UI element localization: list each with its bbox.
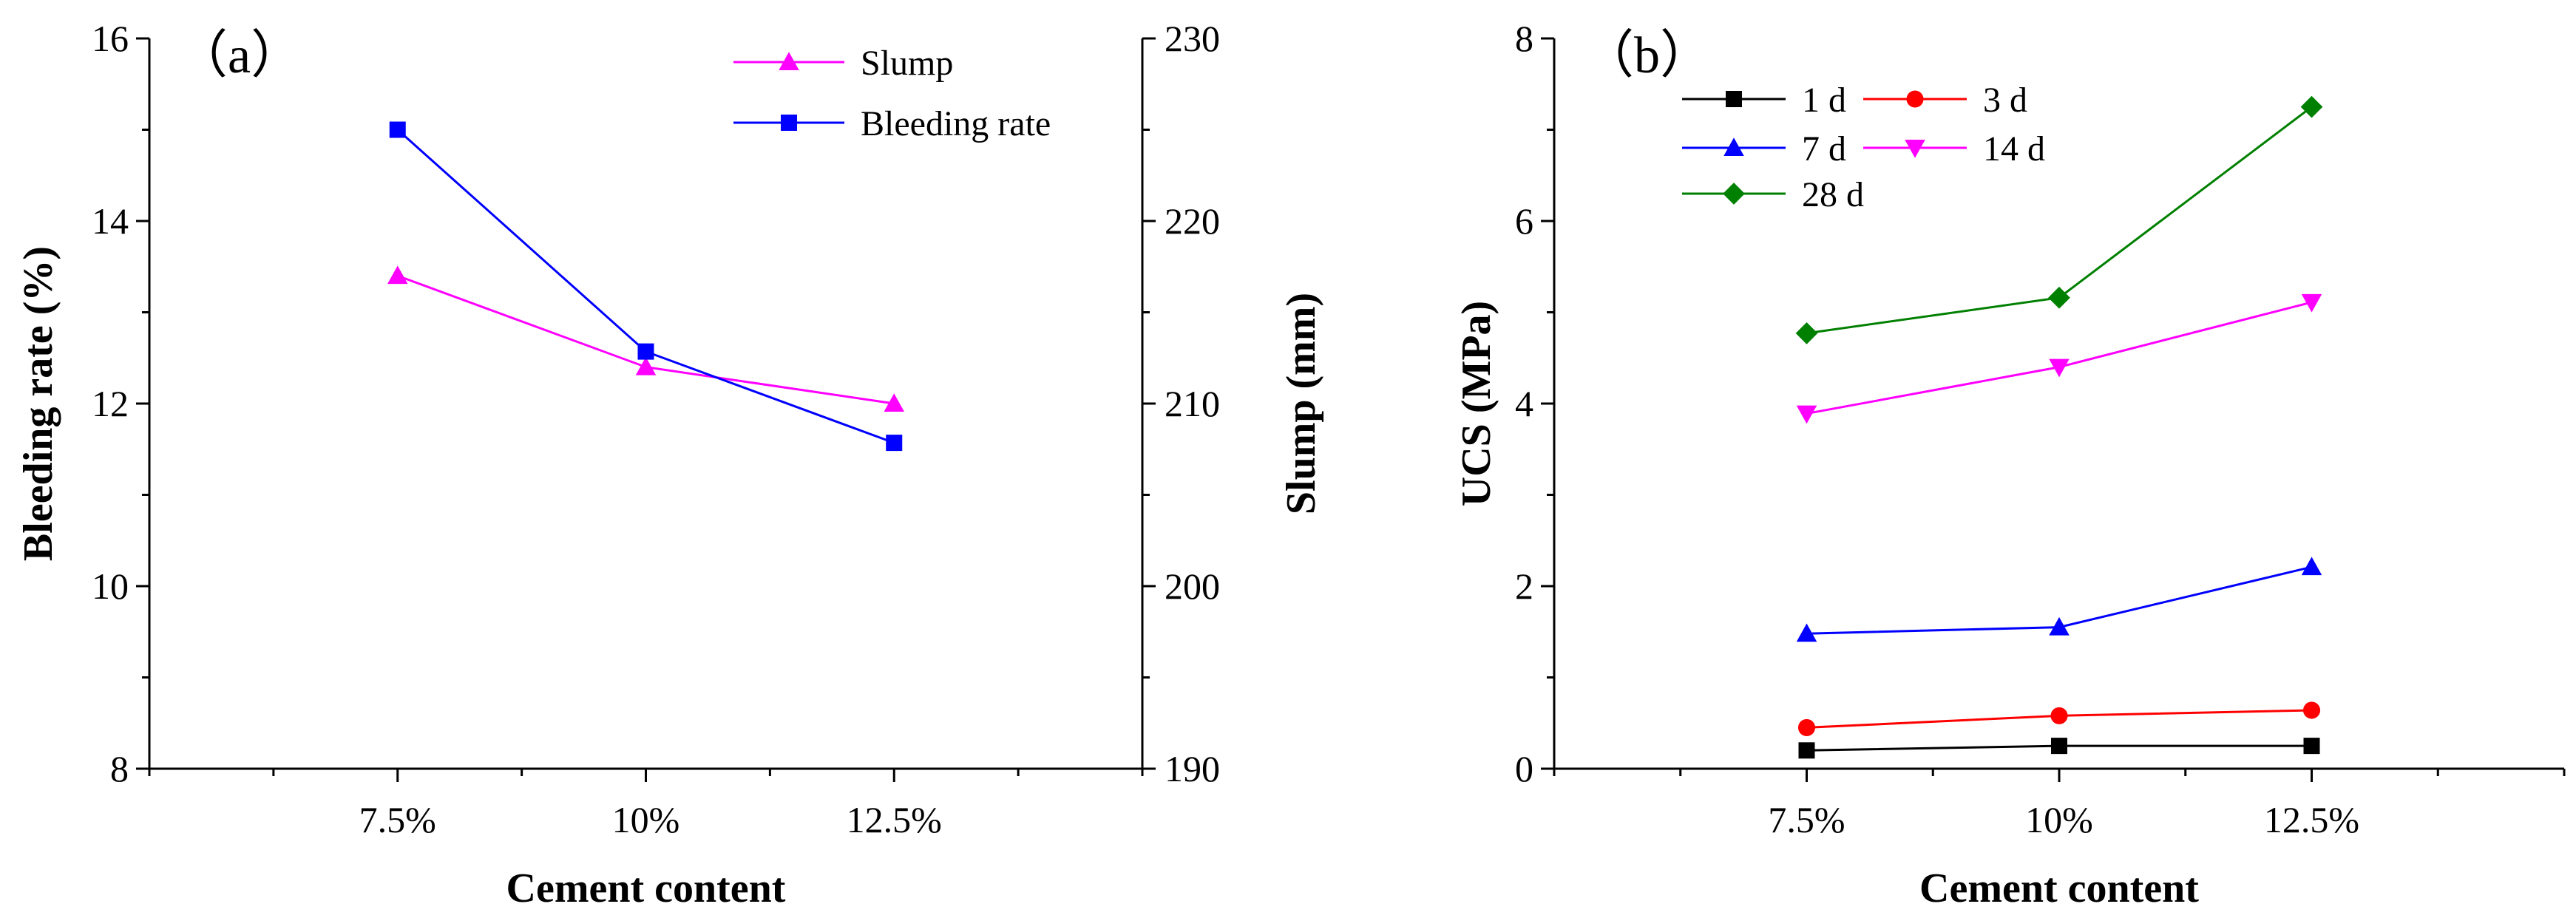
series-line-14-d	[1806, 301, 2312, 415]
legend-label: 3 d	[1983, 81, 2027, 120]
x-tick-label: 10%	[612, 799, 680, 840]
y-axis-label: Bleeding rate (%)	[16, 246, 61, 561]
y2-tick-label: 210	[1165, 383, 1220, 424]
data-point	[1796, 405, 1817, 424]
x-axis-label: Cement content	[1919, 866, 2199, 911]
chart-a-bleeding-slump: 7.5% 10% 12.5% 8 10 12 14 16 190 200 210 220 230 Ceme…	[16, 18, 1324, 911]
y-tick-label: 0	[1515, 748, 1533, 789]
series-line-bleeding-rate	[396, 129, 895, 444]
panel-label: （b）	[1582, 27, 1712, 84]
y-tick-label: 2	[1515, 565, 1533, 607]
legend-label: 28 d	[1802, 175, 1864, 214]
y-axis-label: UCS (MPa)	[1454, 301, 1499, 506]
legend-label: Bleeding rate	[861, 104, 1051, 143]
data-point	[387, 265, 408, 285]
y-tick-label: 6	[1515, 200, 1533, 242]
data-point	[637, 343, 654, 360]
chart-b-ucs: 7.5% 10% 12.5% 0 2 4 6 8 Cement content UCS (MPa)…	[1454, 18, 2566, 911]
x-tick-label: 12.5%	[847, 799, 942, 840]
y-tick-label: 16	[92, 18, 129, 59]
data-point	[2051, 738, 2067, 755]
data-point	[2049, 616, 2070, 636]
legend-marker	[1905, 140, 1925, 158]
x-tick-label: 10%	[2025, 799, 2093, 840]
y-tick-label: 12	[92, 383, 129, 424]
legend-marker	[1726, 91, 1742, 107]
data-point	[1798, 742, 1815, 759]
data-point	[884, 393, 904, 412]
x-axis-label: Cement content	[506, 866, 786, 911]
data-point	[635, 356, 657, 375]
y2-tick-label: 220	[1165, 200, 1220, 242]
panel-label: （a）	[176, 27, 302, 84]
y2-tick-label: 200	[1165, 565, 1220, 607]
data-point	[1795, 322, 1818, 344]
legend-label: 1 d	[1802, 81, 1846, 120]
data-point	[886, 435, 903, 452]
y-tick-label: 10	[92, 565, 129, 607]
legend-label: Slump	[861, 44, 953, 83]
y2-axis-label: Slump (mm)	[1278, 293, 1324, 514]
data-point	[2301, 293, 2322, 313]
legend-marker	[1723, 137, 1744, 156]
legend-label: 14 d	[1983, 129, 2045, 169]
data-point	[2049, 358, 2070, 378]
legend-marker	[779, 52, 799, 70]
series-line-slump	[397, 274, 895, 405]
data-point	[2300, 95, 2323, 118]
legend-label: 7 d	[1802, 129, 1846, 169]
legend-marker	[781, 115, 797, 131]
y-tick-label: 8	[110, 748, 129, 789]
y-tick-label: 14	[92, 200, 129, 242]
data-point	[1797, 718, 1816, 736]
x-tick-label: 7.5%	[1768, 799, 1845, 840]
data-point	[389, 121, 406, 138]
data-point	[2048, 286, 2070, 309]
data-point	[1796, 623, 1817, 642]
y2-tick-label: 230	[1165, 18, 1220, 59]
data-point	[2302, 701, 2321, 719]
data-point	[2050, 707, 2068, 724]
data-point	[2301, 557, 2322, 576]
y2-tick-label: 190	[1165, 748, 1220, 789]
x-tick-label: 12.5%	[2264, 799, 2359, 840]
legend-marker	[1906, 90, 1924, 108]
data-point	[2303, 738, 2320, 755]
legend-marker	[1723, 183, 1745, 205]
y-tick-label: 4	[1515, 383, 1533, 424]
y-tick-label: 8	[1515, 18, 1533, 59]
x-tick-label: 7.5%	[359, 799, 436, 840]
